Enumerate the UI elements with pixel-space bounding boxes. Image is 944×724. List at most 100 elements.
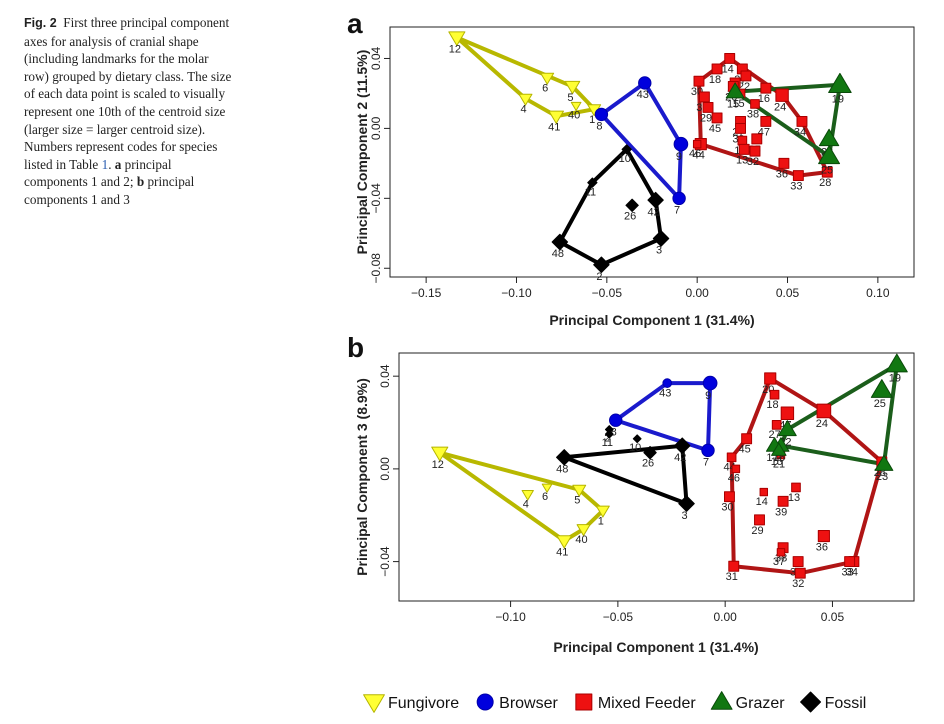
panel-a-point-mixed-feeder <box>750 99 760 109</box>
panel-b-hull-fossil <box>562 443 689 506</box>
legend: Fungivore Browser Mixed Feeder Grazer Fossil <box>363 691 866 713</box>
panel-a-point-label: 36 <box>776 168 788 180</box>
panel-a-point-mixed-feeder <box>821 166 833 178</box>
panel-b-point-label: 32 <box>792 578 804 590</box>
panel-b-frame <box>398 352 915 602</box>
panel-label-b: b <box>347 332 364 363</box>
panel-b-point-label: 19 <box>889 373 901 385</box>
panel-a-point-label: 15 <box>727 99 739 111</box>
panel-a-point-mixed-feeder <box>740 70 752 82</box>
panel-b-point-mixed-feeder <box>792 556 804 568</box>
panel-b-point-mixed-feeder <box>816 403 832 419</box>
panel-a-point-mixed-feeder <box>711 63 723 75</box>
panel-b-x-tick-label: −0.05 <box>603 610 634 624</box>
panel-b-point-label: 21 <box>773 459 785 471</box>
panel-b-point-label: 46 <box>728 473 740 485</box>
panel-b-point-label: 30 <box>721 502 733 514</box>
panel-b-point-fossil <box>643 445 657 460</box>
panel-b-y-tick-label: −0.04 <box>378 546 392 577</box>
panel-b-x-axis-label: Principal Component 1 (31.4%) <box>553 639 758 655</box>
panel-b-point-label: 33 <box>842 567 854 579</box>
panel-b-point-fungivore <box>521 489 534 501</box>
chart-panel-a: −0.15 −0.10 −0.05 0.00 0.05 0.10 −0.08 −0.04 0.0… <box>354 26 915 328</box>
panel-a-y-tick-label: 0.04 <box>369 46 383 70</box>
panel-a-point-fungivore <box>570 101 582 112</box>
panel-a-hull-fossil <box>557 147 664 267</box>
panel-a-x-tick-label: 0.10 <box>866 286 890 300</box>
panel-b-point-label: 34 <box>846 567 858 579</box>
panel-a-point-label: 9 <box>676 151 682 163</box>
panel-a-point-browser <box>594 107 609 122</box>
panel-a-point-mixed-feeder <box>792 170 804 182</box>
panel-b-point-browser <box>701 443 715 458</box>
panel-a-point-mixed-feeder <box>738 143 750 155</box>
panel-b-point-mixed-feeder <box>844 556 856 568</box>
legend-label-browser: Browser <box>499 695 558 712</box>
panel-b-point-label: 25 <box>874 398 886 410</box>
panel-a-point-browser <box>672 191 686 206</box>
panel-a-point-mixed-feeder <box>760 115 772 127</box>
panel-a-point-label: 45 <box>709 123 721 135</box>
panel-a-point-label: 46 <box>689 148 701 160</box>
panel-a-point-label: 40 <box>568 109 580 121</box>
panel-a-point-label: 8 <box>596 121 602 133</box>
panel-b-point-browser <box>702 375 718 391</box>
panel-b-point-fossil <box>604 429 614 439</box>
panel-a-point-mixed-feeder <box>702 101 714 113</box>
panel-a-point-label: 24 <box>774 101 786 113</box>
panel-a-x-tick-label: −0.05 <box>592 286 623 300</box>
panel-a-point-label: 15 <box>732 98 744 110</box>
panel-a-hull-grazer <box>733 82 842 159</box>
panel-b-point-mixed-feeder <box>769 389 780 400</box>
panel-b-point-label: 13 <box>788 492 800 504</box>
panel-b-point-mixed-feeder <box>817 530 830 543</box>
panel-b-point-label: 5 <box>574 495 580 507</box>
caption-text: First three principal component axes for… <box>24 15 232 172</box>
panel-a-point-browser <box>673 136 689 152</box>
legend-label-fungivore: Fungivore <box>388 695 459 712</box>
panel-a-point-label: 3 <box>656 245 662 257</box>
panel-a-point-label: 33 <box>790 181 802 193</box>
legend-marker-grazer <box>710 691 733 710</box>
panel-b-point-fossil <box>674 437 691 454</box>
panel-b-point-grazer <box>778 420 797 437</box>
panel-b-point-label: 39 <box>775 506 787 518</box>
panel-b-point-mixed-feeder <box>726 452 737 463</box>
panel-b-point-label: 41 <box>556 546 568 558</box>
panel-b-y-tick-label: 0.00 <box>378 457 392 481</box>
panel-b-point-label: 26 <box>642 458 654 470</box>
panel-a-point-grazer <box>818 128 840 147</box>
panel-a-point-grazer <box>725 82 745 99</box>
panel-b-point-label: 15 <box>771 456 783 468</box>
panel-a-point-label: 32 <box>747 156 759 168</box>
panel-b-point-browser <box>662 378 673 388</box>
panel-a-point-label: 1 <box>589 114 595 126</box>
caption-part-a-text: principal components 1 and 2; <box>24 156 172 190</box>
panel-b-point-label: 42 <box>674 452 686 464</box>
panel-b-point-mixed-feeder <box>794 567 806 579</box>
legend-marker-fossil <box>800 691 822 713</box>
panel-a-point-fungivore <box>448 31 466 47</box>
caption-table-ref-link[interactable]: 1 <box>101 156 109 172</box>
panel-a-point-label: 28 <box>819 177 831 189</box>
panel-b-point-mixed-feeder <box>771 420 782 430</box>
legend-label-grazer: Grazer <box>736 695 786 712</box>
panel-b-point-label: 4 <box>523 499 529 511</box>
panel-a-point-label: 38 <box>747 108 759 120</box>
panel-b-point-label: 45 <box>739 444 751 456</box>
panel-a-point-label: 16 <box>758 93 770 105</box>
panel-a-point-label: 25 <box>821 164 833 176</box>
panel-b-x-tick-label: 0.00 <box>713 610 737 624</box>
panel-b-point-fungivore <box>541 483 553 493</box>
panel-b-point-label: 24 <box>816 418 828 430</box>
panel-b-point-label: 8 <box>611 426 617 438</box>
figure-caption: Fig. 2 First three principal component a… <box>24 14 236 209</box>
legend-marker-fungivore <box>363 694 385 713</box>
panel-a-point-fungivore <box>518 93 533 106</box>
panel-b-y-tick-label: 0.04 <box>378 364 392 388</box>
panel-a-point-fungivore <box>548 110 564 124</box>
panel-a-point-label: 44 <box>693 150 705 162</box>
panel-a-point-label: 10 <box>619 153 631 165</box>
panel-a-x-tick-label: −0.10 <box>501 286 532 300</box>
panel-b-point-label: 40 <box>575 534 587 546</box>
